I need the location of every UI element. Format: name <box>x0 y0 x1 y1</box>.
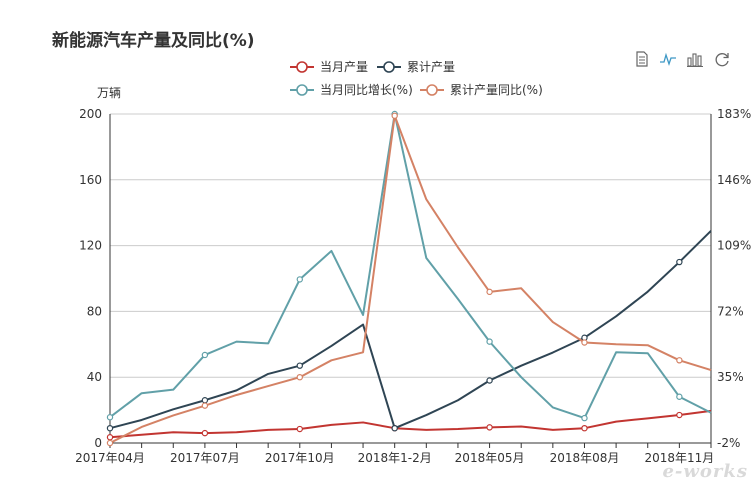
legend-marker-1 <box>296 61 308 73</box>
line-chart-icon[interactable] <box>659 50 677 68</box>
legend-marker-3 <box>296 84 308 96</box>
series-point-2 <box>296 362 303 369</box>
x-tick-label: 2018年05月 <box>455 451 525 465</box>
series-point-1 <box>486 424 493 431</box>
series-point-3 <box>296 276 303 283</box>
y-right-tick-label: 72% <box>717 304 744 318</box>
series-point-4 <box>486 288 493 296</box>
series-point-3 <box>486 338 493 345</box>
legend-label-1: 当月产量 <box>320 60 368 74</box>
series-line-2 <box>109 230 712 430</box>
y-right-tick-label: -2% <box>717 436 740 450</box>
y-left-tick-label: 0 <box>94 436 102 450</box>
series-point-1 <box>296 425 303 433</box>
x-tick-label: 2018年11月 <box>644 451 714 465</box>
y-right-tick-label: 146% <box>717 173 751 187</box>
series-line-3 <box>109 113 712 420</box>
series-point-3 <box>676 393 683 400</box>
series-point-1 <box>581 424 588 432</box>
bar-chart-icon[interactable] <box>686 50 704 68</box>
x-tick-label: 2018年1-2月 <box>358 451 432 465</box>
series-line-4 <box>109 114 712 444</box>
y-right-tick-label: 35% <box>717 370 744 384</box>
y-right-tick-label: 109% <box>717 239 751 253</box>
series-point-1 <box>676 411 683 419</box>
y-left-tick-label: 40 <box>87 370 102 384</box>
legend-label-2: 累计产量 <box>407 60 455 74</box>
series-point-3 <box>581 414 588 422</box>
y-left-tick-label: 80 <box>87 304 102 318</box>
legend-label-4: 累计产量同比(%) <box>450 83 543 97</box>
series-point-4 <box>201 402 209 409</box>
y-right-tick-label: 183% <box>717 107 751 121</box>
legend-label-3: 当月同比增长(%) <box>320 83 413 97</box>
series-point-4 <box>676 357 683 364</box>
chart-title: 新能源汽车产量及同比(%) <box>52 31 255 51</box>
series-point-1 <box>201 429 209 437</box>
restore-icon[interactable] <box>713 50 731 68</box>
x-tick-label: 2017年07月 <box>170 451 240 465</box>
series-point-2 <box>676 258 683 266</box>
watermark-logo: e-works <box>662 461 748 482</box>
x-tick-label: 2018年08月 <box>550 451 620 465</box>
x-tick-label: 2017年10月 <box>265 451 335 465</box>
legend-marker-4 <box>426 84 438 96</box>
y-left-tick-label: 120 <box>79 239 102 253</box>
series-point-2 <box>201 397 209 404</box>
legend-marker-2 <box>383 61 395 73</box>
series-point-2 <box>486 377 493 384</box>
series-point-2 <box>391 424 398 432</box>
data-view-icon[interactable] <box>633 50 651 68</box>
series-point-3 <box>106 414 114 421</box>
x-tick-label: 2017年04月 <box>75 451 145 465</box>
series-point-4 <box>106 439 114 447</box>
y-left-tick-label: 200 <box>79 107 102 121</box>
series-point-3 <box>201 351 209 359</box>
series-line-1 <box>109 409 712 439</box>
series-point-4 <box>391 112 398 119</box>
series-point-4 <box>581 339 588 346</box>
series-point-1 <box>106 434 114 441</box>
series-point-2 <box>106 424 114 432</box>
series-point-4 <box>296 374 303 381</box>
y-left-tick-label: 160 <box>79 173 102 187</box>
y-left-unit-label: 万辆 <box>97 86 121 100</box>
